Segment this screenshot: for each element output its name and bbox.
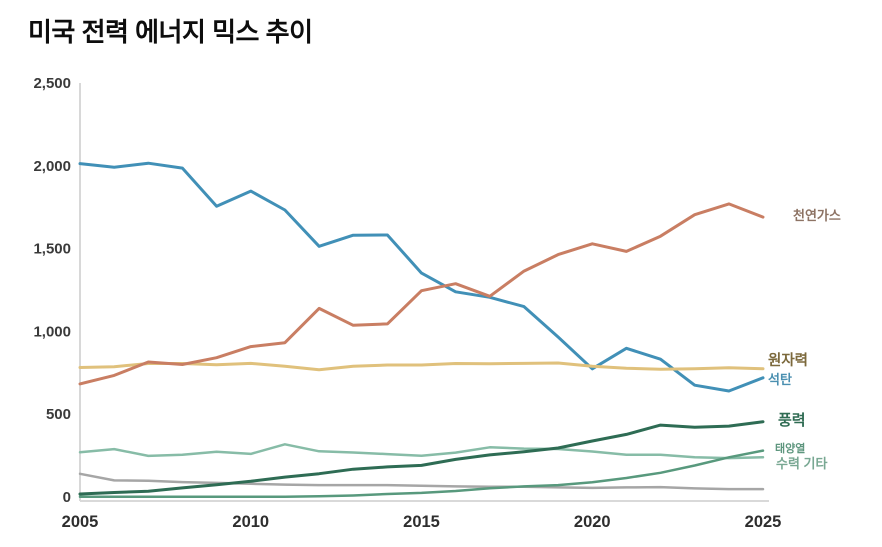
y-tick-label: 1,500 xyxy=(33,241,71,258)
series-label-nuclear: 원자력 xyxy=(768,351,808,369)
line-coal xyxy=(78,161,765,393)
line-natural-gas xyxy=(78,202,765,386)
line-other xyxy=(78,472,765,491)
series-label-hydro: 수력 기타 xyxy=(776,456,827,471)
x-tick-label: 2015 xyxy=(403,513,440,531)
x-tick-label: 2005 xyxy=(62,513,99,531)
y-tick-label: 500 xyxy=(46,406,71,423)
line-wind xyxy=(78,420,765,496)
series-label-wind: 풍력 xyxy=(778,411,806,429)
line-hydro xyxy=(78,443,765,460)
y-tick-label: 1,000 xyxy=(33,323,71,340)
series-label-natural-gas: 천연가스 xyxy=(793,208,841,223)
x-tick-label: 2020 xyxy=(574,513,611,531)
series-label-coal: 석탄 xyxy=(768,372,792,387)
line-solar xyxy=(78,449,765,499)
x-tick-label: 2025 xyxy=(745,513,782,531)
y-tick-label: 2,000 xyxy=(33,158,71,175)
y-tick-label: 2,500 xyxy=(33,75,71,92)
x-tick-label: 2010 xyxy=(232,513,269,531)
series-label-solar: 태양열 xyxy=(775,441,805,455)
y-tick-label: 0 xyxy=(63,489,71,506)
chart-title: 미국 전력 에너지 믹스 추이 xyxy=(28,17,313,47)
line-nuclear xyxy=(78,361,765,372)
